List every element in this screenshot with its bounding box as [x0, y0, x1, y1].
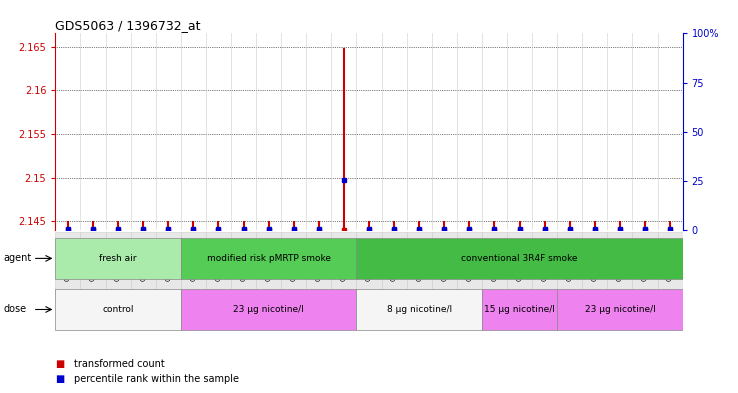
Text: GSM1217229: GSM1217229: [642, 239, 648, 281]
Bar: [181, 232, 206, 301]
Text: GSM1217208: GSM1217208: [115, 239, 121, 281]
Bar: [356, 232, 382, 301]
Text: GSM1217219: GSM1217219: [517, 239, 523, 281]
Bar: [181, 238, 356, 279]
Text: transformed count: transformed count: [74, 358, 165, 369]
Bar: [356, 238, 683, 279]
Bar: [256, 232, 281, 301]
Bar: [582, 232, 607, 301]
Bar: [156, 232, 181, 301]
Text: GSM1217221: GSM1217221: [316, 239, 322, 281]
Text: GSM1217224: GSM1217224: [391, 239, 397, 281]
Bar: [231, 232, 256, 301]
Bar: [181, 289, 356, 330]
Bar: [80, 232, 106, 301]
Bar: [507, 232, 532, 301]
Text: GSM1217220: GSM1217220: [542, 239, 548, 281]
Text: 23 μg nicotine/l: 23 μg nicotine/l: [584, 305, 655, 314]
Text: GSM1217223: GSM1217223: [366, 239, 372, 281]
Bar: [632, 232, 658, 301]
Text: GSM1217216: GSM1217216: [441, 239, 447, 281]
Bar: [658, 232, 683, 301]
Text: GSM1217218: GSM1217218: [492, 239, 497, 281]
Text: ■: ■: [55, 358, 65, 369]
Text: modified risk pMRTP smoke: modified risk pMRTP smoke: [207, 254, 331, 263]
Bar: [306, 232, 331, 301]
Text: GSM1217213: GSM1217213: [241, 239, 246, 281]
Text: GSM1217207: GSM1217207: [90, 239, 96, 281]
Bar: [356, 289, 482, 330]
Text: GSM1217212: GSM1217212: [215, 239, 221, 281]
Text: ■: ■: [55, 374, 65, 384]
Text: GSM1217225: GSM1217225: [416, 239, 422, 281]
Text: 8 μg nicotine/l: 8 μg nicotine/l: [387, 305, 452, 314]
Bar: [607, 232, 632, 301]
Bar: [557, 289, 683, 330]
Text: GSM1217228: GSM1217228: [617, 239, 623, 281]
Text: dose: dose: [4, 305, 27, 314]
Text: GSM1217206: GSM1217206: [65, 239, 71, 281]
Text: GSM1217214: GSM1217214: [266, 239, 272, 281]
Text: control: control: [103, 305, 134, 314]
Text: GSM1217215: GSM1217215: [291, 239, 297, 281]
Bar: [131, 232, 156, 301]
Text: GSM1217217: GSM1217217: [466, 239, 472, 281]
Text: conventional 3R4F smoke: conventional 3R4F smoke: [461, 254, 578, 263]
Bar: [457, 232, 482, 301]
Bar: [432, 232, 457, 301]
Bar: [382, 232, 407, 301]
Text: 23 μg nicotine/l: 23 μg nicotine/l: [233, 305, 304, 314]
Text: GSM1217210: GSM1217210: [165, 239, 171, 281]
Bar: [331, 232, 356, 301]
Text: GSM1217227: GSM1217227: [592, 239, 598, 281]
Text: 15 μg nicotine/l: 15 μg nicotine/l: [484, 305, 555, 314]
Text: percentile rank within the sample: percentile rank within the sample: [74, 374, 239, 384]
Bar: [281, 232, 306, 301]
Text: GSM1217226: GSM1217226: [567, 239, 573, 281]
Text: GSM1217230: GSM1217230: [667, 239, 673, 281]
Bar: [482, 232, 507, 301]
Text: GSM1217222: GSM1217222: [341, 239, 347, 281]
Bar: [55, 289, 181, 330]
Bar: [55, 232, 80, 301]
Text: GSM1217209: GSM1217209: [140, 239, 146, 281]
Bar: [206, 232, 231, 301]
Bar: [106, 232, 131, 301]
Text: GDS5063 / 1396732_at: GDS5063 / 1396732_at: [55, 19, 201, 32]
Text: fresh air: fresh air: [100, 254, 137, 263]
Text: GSM1217211: GSM1217211: [190, 239, 196, 281]
Bar: [557, 232, 582, 301]
Bar: [407, 232, 432, 301]
Bar: [482, 289, 557, 330]
Text: agent: agent: [4, 253, 32, 263]
Bar: [55, 238, 181, 279]
Bar: [532, 232, 557, 301]
